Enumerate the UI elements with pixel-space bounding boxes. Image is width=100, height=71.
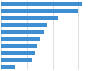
Bar — [1, 44, 37, 48]
Bar — [1, 30, 44, 34]
Bar — [1, 23, 47, 27]
Bar — [1, 9, 78, 13]
Bar — [1, 37, 40, 41]
Bar — [1, 65, 15, 69]
Bar — [1, 58, 32, 62]
Bar — [1, 51, 34, 55]
Bar — [1, 16, 58, 20]
Bar — [1, 2, 82, 6]
